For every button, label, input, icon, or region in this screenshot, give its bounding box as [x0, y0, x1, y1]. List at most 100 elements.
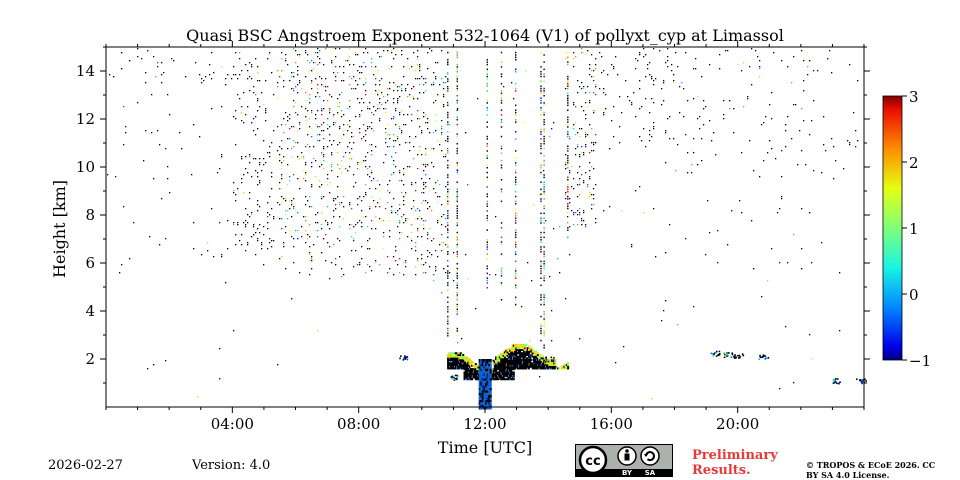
layer-pixel: [462, 362, 465, 365]
noise-pixel: [245, 250, 247, 252]
layer-pixel: [500, 364, 503, 367]
layer-pixel: [467, 359, 470, 362]
noise-pixel: [761, 124, 763, 126]
noise-pixel: [305, 164, 307, 166]
streak-pixel: [447, 332, 449, 335]
noise-pixel: [701, 160, 703, 162]
streak-pixel: [456, 135, 458, 138]
noise-pixel: [315, 118, 317, 120]
layer-pixel: [521, 348, 524, 351]
noise-pixel: [659, 50, 661, 52]
streak-pixel: [456, 291, 458, 294]
ground-column-pixel: [486, 378, 489, 381]
noise-pixel: [297, 54, 299, 56]
streak-pixel: [515, 111, 517, 114]
noise-pixel: [361, 210, 363, 212]
ground-column-pixel: [481, 383, 484, 386]
layer-pixel: [511, 363, 514, 366]
noise-pixel: [751, 220, 753, 222]
noise-pixel: [339, 240, 341, 242]
noise-pixel: [383, 50, 385, 52]
noise-pixel: [369, 206, 371, 208]
layer-pixel: [527, 359, 530, 361]
noise-pixel: [663, 80, 665, 82]
noise-pixel: [357, 84, 359, 86]
noise-pixel: [511, 82, 513, 84]
layer-pixel: [466, 359, 469, 362]
noise-pixel: [347, 108, 349, 110]
noise-pixel: [595, 86, 597, 88]
streak-pixel: [500, 83, 503, 85]
noise-pixel: [399, 144, 401, 146]
layer-pixel: [495, 359, 498, 362]
noise-pixel: [311, 258, 313, 260]
layer-pixel: [468, 374, 471, 377]
layer-pixel: [473, 373, 476, 376]
noise-pixel: [351, 224, 353, 226]
noise-pixel: [353, 64, 355, 66]
layer-pixel: [496, 358, 499, 361]
layer-pixel: [527, 355, 530, 358]
noise-pixel: [585, 92, 587, 94]
noise-pixel: [409, 150, 411, 152]
noise-pixel: [327, 242, 329, 244]
noise-pixel: [337, 164, 339, 166]
noise-pixel: [339, 256, 341, 258]
ground-column-pixel: [481, 387, 484, 391]
noise-pixel: [221, 66, 223, 68]
layer-pixel: [514, 345, 517, 348]
layer-pixel: [511, 361, 514, 364]
layer-pixel: [519, 362, 522, 365]
noise-pixel: [437, 94, 439, 96]
layer-pixel: [512, 358, 515, 361]
layer-pixel: [521, 345, 524, 348]
noise-pixel: [393, 90, 395, 92]
streak-pixel: [543, 123, 545, 126]
noise-pixel: [295, 102, 297, 104]
noise-pixel: [573, 212, 575, 214]
streak-pixel: [567, 119, 569, 121]
noise-pixel: [401, 50, 403, 52]
noise-pixel: [393, 118, 395, 120]
noise-pixel: [665, 300, 667, 302]
layer-pixel: [455, 365, 458, 368]
noise-pixel: [441, 128, 443, 130]
layer-pixel: [514, 357, 517, 360]
layer-pixel: [549, 360, 552, 363]
streak-pixel: [456, 66, 458, 68]
ground-column-pixel: [489, 390, 492, 393]
noise-pixel: [581, 146, 583, 148]
layer-pixel: [491, 374, 494, 377]
noise-pixel: [635, 58, 637, 60]
noise-pixel: [267, 202, 269, 204]
streak-pixel: [543, 332, 545, 335]
layer-pixel: [463, 374, 466, 377]
noise-pixel: [295, 210, 297, 212]
streak-pixel: [515, 150, 517, 152]
noise-pixel: [343, 206, 345, 208]
noise-pixel: [381, 56, 383, 58]
ground-column-pixel: [480, 363, 483, 367]
noise-pixel: [411, 240, 413, 242]
noise-pixel: [305, 146, 307, 148]
layer-pixel: [469, 374, 472, 377]
streak-pixel: [543, 335, 545, 337]
noise-pixel: [325, 48, 327, 50]
layer-pixel: [497, 361, 500, 364]
layer-pixel: [467, 363, 470, 366]
noise-pixel: [333, 124, 335, 126]
layer-pixel: [463, 378, 466, 381]
noise-pixel: [311, 206, 313, 208]
noise-pixel: [321, 130, 323, 132]
streak-pixel: [447, 131, 449, 133]
ground-column-pixel: [485, 383, 487, 386]
streak-pixel: [540, 260, 542, 263]
cluster-pixel: [453, 379, 456, 381]
layer-pixel: [505, 354, 508, 357]
noise-pixel: [259, 180, 261, 182]
noise-pixel: [317, 236, 319, 238]
noise-pixel: [683, 116, 685, 118]
noise-pixel: [549, 136, 551, 138]
noise-pixel: [593, 188, 595, 190]
layer-pixel: [510, 361, 513, 364]
